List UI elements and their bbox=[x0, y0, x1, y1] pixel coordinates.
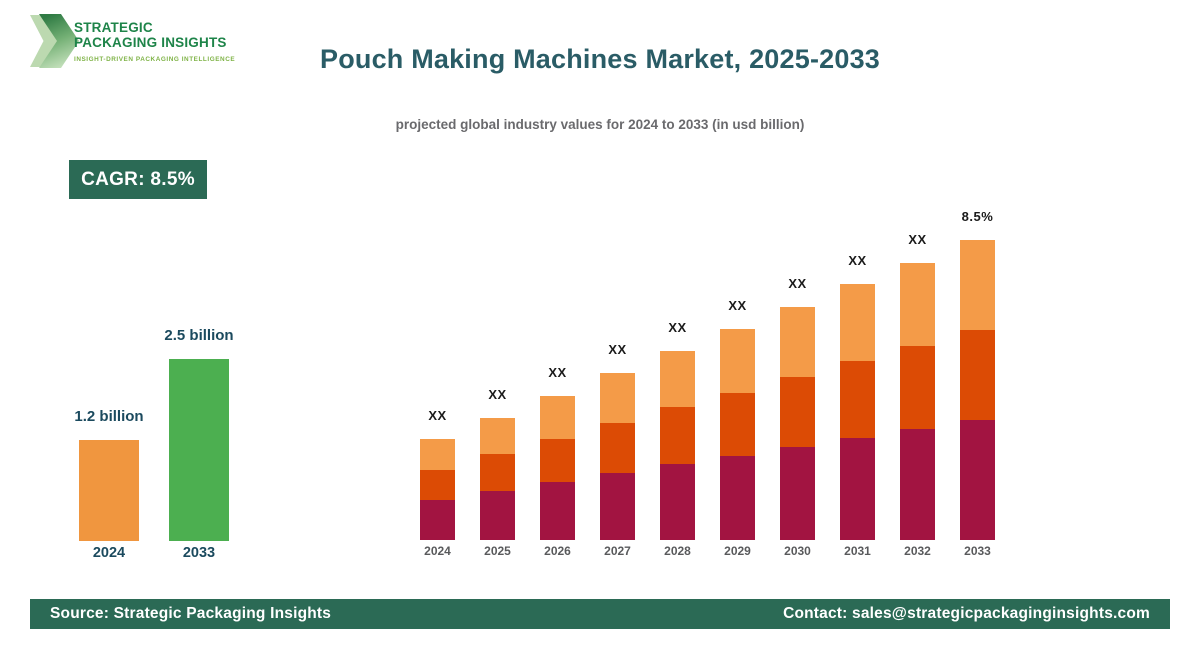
segment-middle-2033 bbox=[960, 330, 995, 420]
cagr-badge: CAGR: 8.5% bbox=[69, 160, 207, 199]
logo-text: STRATEGIC PACKAGING INSIGHTS INSIGHT-DRI… bbox=[74, 20, 236, 63]
company-logo: STRATEGIC PACKAGING INSIGHTS INSIGHT-DRI… bbox=[30, 14, 260, 72]
bar-year-label: 2025 bbox=[484, 544, 511, 558]
mini-bar-2024 bbox=[79, 440, 139, 541]
segment-top-2033 bbox=[960, 240, 995, 330]
segment-middle-2024 bbox=[420, 470, 455, 500]
stacked-bar-2030 bbox=[780, 307, 815, 540]
segment-top-2030 bbox=[780, 307, 815, 377]
bar-year-label: 2031 bbox=[844, 544, 871, 558]
segment-top-2032 bbox=[900, 263, 935, 346]
bar-value-label: XX bbox=[488, 387, 507, 402]
bar-year-label: 2027 bbox=[604, 544, 631, 558]
segment-middle-2026 bbox=[540, 439, 575, 482]
segment-bottom-2026 bbox=[540, 482, 575, 540]
logo-line2: PACKAGING INSIGHTS bbox=[74, 34, 227, 50]
bar-value-label: XX bbox=[788, 276, 807, 291]
bar-value-label: XX bbox=[608, 342, 627, 357]
segment-top-2029 bbox=[720, 329, 755, 393]
bar-value-label: 8.5% bbox=[961, 209, 994, 224]
segment-top-2027 bbox=[600, 373, 635, 423]
bar-value-label: XX bbox=[908, 232, 927, 247]
main-chart: XX 2024 XX 2025 XX 2026 XX 2027 XX 2028 XX 2029 XX 20… bbox=[420, 200, 995, 558]
footer-bar: Source: Strategic Packaging Insights Con… bbox=[30, 599, 1170, 629]
footer-source: Source: Strategic Packaging Insights bbox=[50, 605, 332, 622]
stacked-bar-2027 bbox=[600, 373, 635, 540]
mini-bar-value-label: 2.5 billion bbox=[164, 327, 234, 344]
bar-value-label: XX bbox=[848, 253, 867, 268]
stacked-bar-2024 bbox=[420, 439, 455, 540]
stacked-bar-2026 bbox=[540, 396, 575, 540]
segment-top-2031 bbox=[840, 284, 875, 361]
segment-middle-2027 bbox=[600, 423, 635, 473]
stacked-bar-2029 bbox=[720, 329, 755, 540]
logo-line1: STRATEGIC bbox=[74, 20, 153, 35]
stacked-bar-2028 bbox=[660, 351, 695, 540]
segment-top-2028 bbox=[660, 351, 695, 407]
segment-middle-2028 bbox=[660, 407, 695, 464]
segment-bottom-2028 bbox=[660, 464, 695, 540]
segment-top-2026 bbox=[540, 396, 575, 439]
bar-value-label: XX bbox=[728, 298, 747, 313]
segment-bottom-2031 bbox=[840, 438, 875, 540]
segment-middle-2029 bbox=[720, 393, 755, 456]
page-title: Pouch Making Machines Market, 2025-2033 bbox=[319, 44, 881, 74]
bar-year-label: 2032 bbox=[904, 544, 931, 558]
mini-bar-2033 bbox=[169, 359, 229, 541]
segment-bottom-2027 bbox=[600, 473, 635, 540]
bar-year-label: 2033 bbox=[964, 544, 991, 558]
segment-middle-2031 bbox=[840, 361, 875, 438]
logo-tagline: INSIGHT-DRIVEN PACKAGING INTELLIGENCE bbox=[74, 56, 236, 63]
stacked-bar-2025 bbox=[480, 418, 515, 540]
segment-top-2024 bbox=[420, 439, 455, 470]
segment-top-2025 bbox=[480, 418, 515, 454]
segment-middle-2025 bbox=[480, 454, 515, 491]
bar-year-label: 2029 bbox=[724, 544, 751, 558]
segment-bottom-2024 bbox=[420, 500, 455, 540]
segment-bottom-2030 bbox=[780, 447, 815, 540]
bar-value-label: XX bbox=[548, 365, 567, 380]
bar-value-label: XX bbox=[428, 408, 447, 423]
mini-bar-year-label: 2033 bbox=[182, 545, 216, 561]
segment-middle-2030 bbox=[780, 377, 815, 447]
stacked-bar-2032 bbox=[900, 263, 935, 540]
footer-contact: Contact: sales@strategicpackaginginsight… bbox=[783, 605, 1150, 622]
page-subtitle: projected global industry values for 202… bbox=[395, 117, 805, 132]
mini-bar-year-label: 2024 bbox=[92, 545, 126, 561]
segment-middle-2032 bbox=[900, 346, 935, 429]
segment-bottom-2033 bbox=[960, 420, 995, 540]
segment-bottom-2032 bbox=[900, 429, 935, 540]
segment-bottom-2029 bbox=[720, 456, 755, 540]
bar-year-label: 2028 bbox=[664, 544, 691, 558]
stacked-bar-2033 bbox=[960, 240, 995, 540]
segment-bottom-2025 bbox=[480, 491, 515, 540]
bar-year-label: 2030 bbox=[784, 544, 811, 558]
bar-year-label: 2026 bbox=[544, 544, 571, 558]
bar-year-label: 2024 bbox=[424, 544, 451, 558]
mini-bar-value-label: 1.2 billion bbox=[74, 408, 144, 425]
mini-chart: 1.2 billion 2024 2.5 billion 2033 bbox=[50, 300, 280, 561]
stacked-bar-2031 bbox=[840, 284, 875, 540]
bar-value-label: XX bbox=[668, 320, 687, 335]
